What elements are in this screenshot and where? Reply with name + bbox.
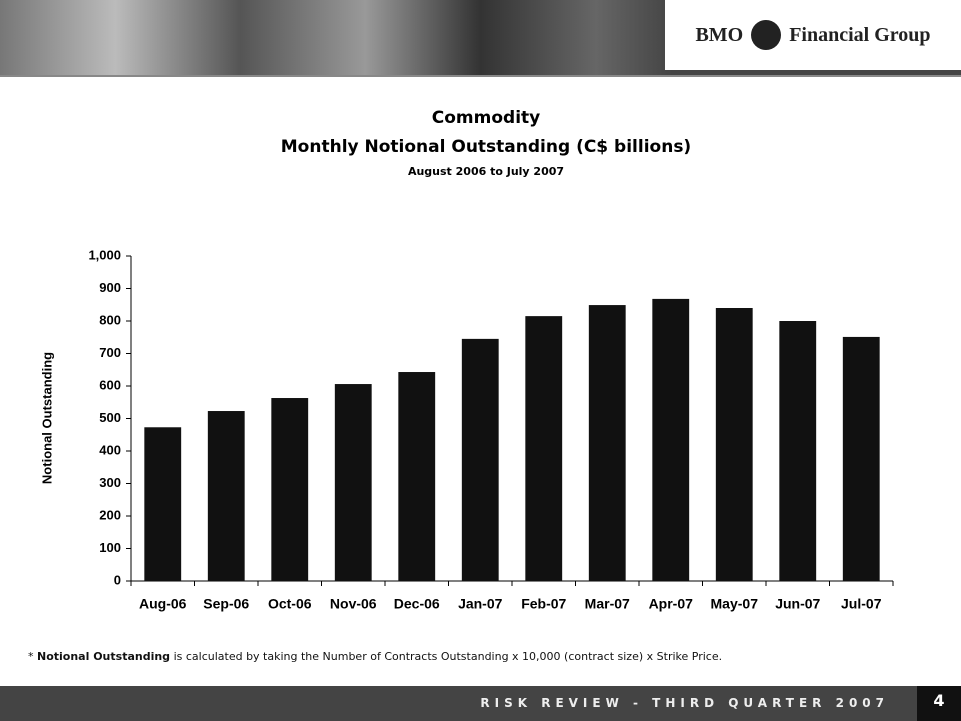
y-tick-label: 700 [99, 345, 121, 360]
logo: BMO Financial Group [665, 0, 961, 70]
bar [271, 398, 309, 581]
bar [588, 305, 626, 581]
y-tick-label: 600 [99, 377, 121, 392]
x-tick-label: Feb-07 [521, 596, 566, 612]
page-number: 4 [917, 686, 961, 721]
x-tick-label: Jun-07 [775, 596, 820, 612]
bar [398, 372, 436, 581]
x-tick-label: May-07 [711, 596, 759, 612]
x-tick-label: Aug-06 [139, 596, 187, 612]
footnote-text: is calculated by taking the Number of Co… [173, 650, 723, 663]
bar [652, 298, 690, 581]
x-tick-label: Mar-07 [585, 596, 630, 612]
bar [779, 321, 817, 581]
bar [334, 384, 372, 581]
y-tick-label: 200 [99, 507, 121, 522]
y-tick-label: 400 [99, 442, 121, 457]
chart-title: Commodity [432, 108, 540, 128]
y-tick-label: 500 [99, 410, 121, 425]
logo-text: BMO [695, 23, 744, 46]
footnote: * Notional Outstanding is calculated by … [28, 650, 722, 663]
y-tick-label: 300 [99, 475, 121, 490]
bar [715, 308, 753, 581]
x-tick-label: Oct-06 [268, 596, 312, 612]
footer-text: RISK REVIEW - THIRD QUARTER 2007 [480, 696, 889, 710]
divider [0, 75, 961, 77]
y-axis-label: Notional Outstanding [39, 352, 54, 484]
bar [842, 336, 880, 581]
y-tick-label: 1,000 [88, 247, 121, 262]
x-tick-label: Nov-06 [330, 596, 377, 612]
y-tick-label: 0 [114, 572, 121, 587]
y-tick-label: 100 [99, 540, 121, 555]
y-tick-label: 900 [99, 280, 121, 295]
y-tick-label: 800 [99, 312, 121, 327]
footer: RISK REVIEW - THIRD QUARTER 2007 4 [0, 686, 961, 721]
bar [461, 338, 499, 581]
x-tick-label: Sep-06 [203, 596, 249, 612]
chart-subtitle: August 2006 to July 2007 [408, 165, 564, 178]
bar [207, 411, 245, 581]
footnote-marker: * [28, 650, 34, 663]
x-tick-label: Jan-07 [458, 596, 503, 612]
chart: Commodity Monthly Notional Outstanding (… [39, 108, 894, 612]
logo-text: Financial Group [789, 23, 931, 46]
x-tick-label: Dec-06 [394, 596, 440, 612]
bar [525, 316, 563, 581]
footnote-term: Notional Outstanding [37, 650, 171, 663]
logo-icon [751, 20, 782, 50]
x-tick-label: Apr-07 [649, 596, 694, 612]
x-tick-label: Jul-07 [841, 596, 882, 612]
chart-title: Monthly Notional Outstanding (C$ billion… [281, 137, 691, 157]
bar [144, 427, 182, 581]
